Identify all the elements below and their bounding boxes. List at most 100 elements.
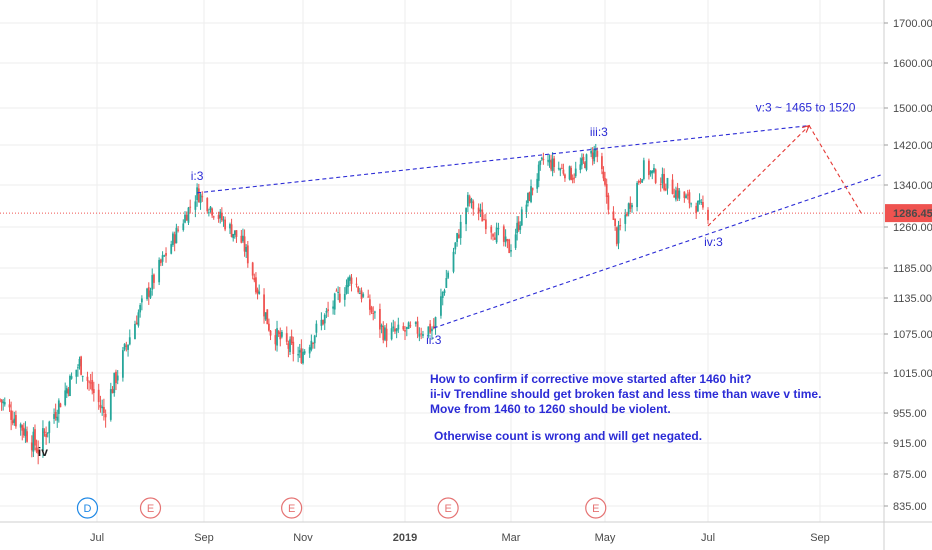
candle (153, 273, 155, 289)
candle-body (642, 160, 645, 180)
candle (53, 408, 55, 424)
earnings-marker[interactable]: E (437, 497, 459, 519)
candle-body (111, 388, 114, 394)
earnings-marker[interactable]: E (281, 497, 303, 519)
candle (429, 320, 432, 335)
candle-body (343, 293, 346, 300)
candle (338, 286, 341, 304)
candle-body (671, 179, 674, 194)
price-tick-label: 1600.00 (893, 58, 932, 70)
candle-body (8, 404, 11, 408)
candle (224, 216, 226, 232)
candle (229, 222, 231, 234)
candle-body (384, 327, 386, 340)
candle-body (560, 167, 563, 169)
time-tick-label: 2019 (393, 532, 417, 544)
dividend-marker[interactable]: D (76, 497, 99, 519)
candle (15, 410, 17, 429)
candle (264, 312, 267, 321)
candle (256, 287, 259, 300)
candle-body (80, 356, 82, 375)
candle (0, 398, 1, 403)
candle (80, 355, 82, 376)
candle (539, 160, 542, 171)
candle (493, 232, 496, 240)
candle-body (666, 177, 669, 189)
candle-body (420, 333, 423, 335)
candle-body (548, 159, 551, 163)
candle-body (274, 335, 277, 345)
candle (367, 289, 370, 298)
candle-body (593, 149, 596, 162)
candle-body (137, 312, 140, 326)
candle (201, 191, 204, 202)
candle (10, 401, 13, 431)
candle-body (335, 290, 338, 292)
candle (374, 310, 376, 319)
candle (161, 251, 164, 266)
candle (384, 325, 386, 342)
candle-body (134, 324, 136, 340)
candle-body (255, 277, 257, 293)
candle-body (101, 406, 104, 409)
candle (140, 295, 143, 311)
candle (175, 223, 178, 244)
candle-body (454, 242, 457, 250)
candle (394, 321, 396, 334)
candle-body (46, 432, 49, 434)
candle (327, 301, 329, 317)
candle (232, 233, 235, 242)
candle-body (404, 329, 406, 332)
candle (266, 309, 269, 325)
candle (508, 238, 511, 254)
candle-body (109, 389, 112, 420)
candle-body (15, 415, 17, 427)
price-axis[interactable]: 1700.00 1600.00 1500.00 1420.00 1340.00 1260.… (883, 0, 932, 550)
candle (607, 192, 610, 215)
candle-body (636, 182, 638, 208)
candle-body (537, 164, 540, 181)
candle-body (571, 178, 574, 180)
earnings-marker[interactable]: E (139, 497, 162, 519)
candle-body (698, 200, 701, 202)
candle-body (688, 192, 691, 204)
candle-body (232, 233, 235, 239)
candle (320, 312, 323, 331)
candle-body (158, 259, 161, 283)
candle-body (493, 237, 496, 240)
candle (568, 165, 571, 181)
candle (258, 284, 261, 295)
wave-label: v:3 ~ 1465 to 1520 (756, 101, 856, 115)
candle-body (81, 375, 84, 377)
candle-body (368, 299, 371, 310)
candle-body (457, 234, 460, 238)
candle (343, 287, 346, 307)
candle (502, 224, 505, 247)
candle (11, 410, 14, 426)
candle (580, 153, 583, 170)
time-axis[interactable]: Jul Sep Nov 2019 Mar May Jul Sep (0, 521, 932, 544)
marker-circle (585, 497, 607, 519)
candle-body (0, 399, 3, 403)
earnings-marker[interactable]: E (585, 497, 607, 519)
candle-body (456, 233, 459, 243)
candle (172, 231, 174, 247)
candle (123, 343, 126, 352)
candle-body (177, 229, 180, 231)
candle-body (263, 294, 265, 317)
candle (676, 182, 679, 202)
candle-body (542, 158, 545, 160)
time-tick-label: Jul (90, 532, 104, 544)
candle (504, 229, 507, 247)
candle-body (402, 326, 405, 330)
candle (380, 323, 383, 334)
candle-body (409, 325, 412, 327)
candle-body (264, 312, 267, 320)
trendlines (197, 124, 881, 329)
candle-body (310, 340, 313, 350)
candle-body (380, 325, 383, 327)
candle-body (59, 403, 62, 408)
candle (358, 288, 361, 295)
